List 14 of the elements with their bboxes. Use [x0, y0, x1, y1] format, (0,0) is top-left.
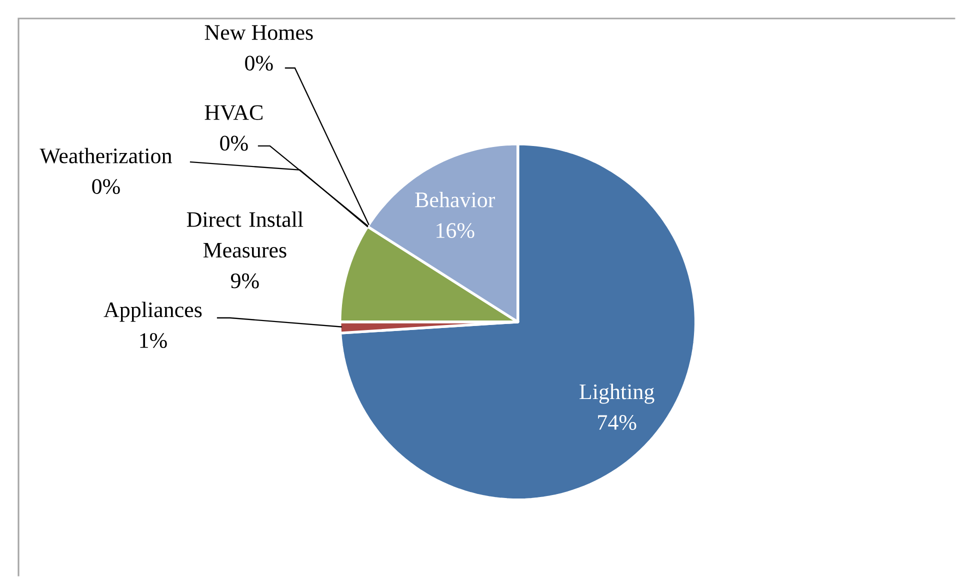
text: 0% — [92, 179, 120, 194]
category-label: New Homes — [204, 25, 313, 40]
data-label: 1% — [140, 333, 167, 348]
slice-label: Behavior — [415, 192, 495, 208]
category-label: HVAC — [204, 105, 262, 120]
category-label: Weatherization — [40, 148, 172, 164]
data-label: 74% — [598, 414, 636, 430]
slice-label: Appliances — [104, 302, 202, 322]
text: 0% — [245, 56, 273, 71]
data-label: 9% — [230, 273, 259, 288]
data-label: 16% — [436, 223, 474, 238]
slice-label: Direct Install Measures — [186, 211, 304, 258]
slice-label: Lighting — [580, 384, 654, 404]
text: 0% — [220, 136, 248, 151]
